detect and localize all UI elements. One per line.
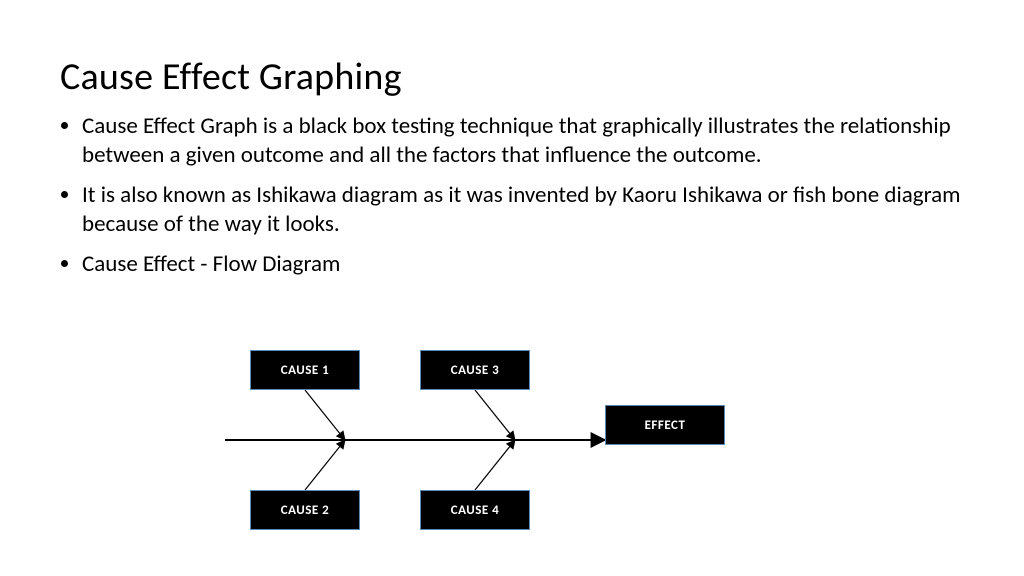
fishbone-diagram: CAUSE 1 CAUSE 3 CAUSE 2 CAUSE 4 EFFECT xyxy=(225,350,805,540)
rib-line xyxy=(305,390,345,440)
node-c1: CAUSE 1 xyxy=(250,350,360,390)
node-c3: CAUSE 3 xyxy=(420,350,530,390)
bullet-list: Cause Effect Graph is a black box testin… xyxy=(60,112,964,279)
rib-line xyxy=(475,390,515,440)
bullet-item: Cause Effect Graph is a black box testin… xyxy=(82,112,964,171)
page-title: Cause Effect Graphing xyxy=(60,54,964,100)
node-ef: EFFECT xyxy=(605,405,725,445)
rib-line xyxy=(305,440,345,490)
bullet-item: It is also known as Ishikawa diagram as … xyxy=(82,181,964,240)
node-c2: CAUSE 2 xyxy=(250,490,360,530)
rib-line xyxy=(475,440,515,490)
bullet-item: Cause Effect - Flow Diagram xyxy=(82,250,964,279)
node-c4: CAUSE 4 xyxy=(420,490,530,530)
